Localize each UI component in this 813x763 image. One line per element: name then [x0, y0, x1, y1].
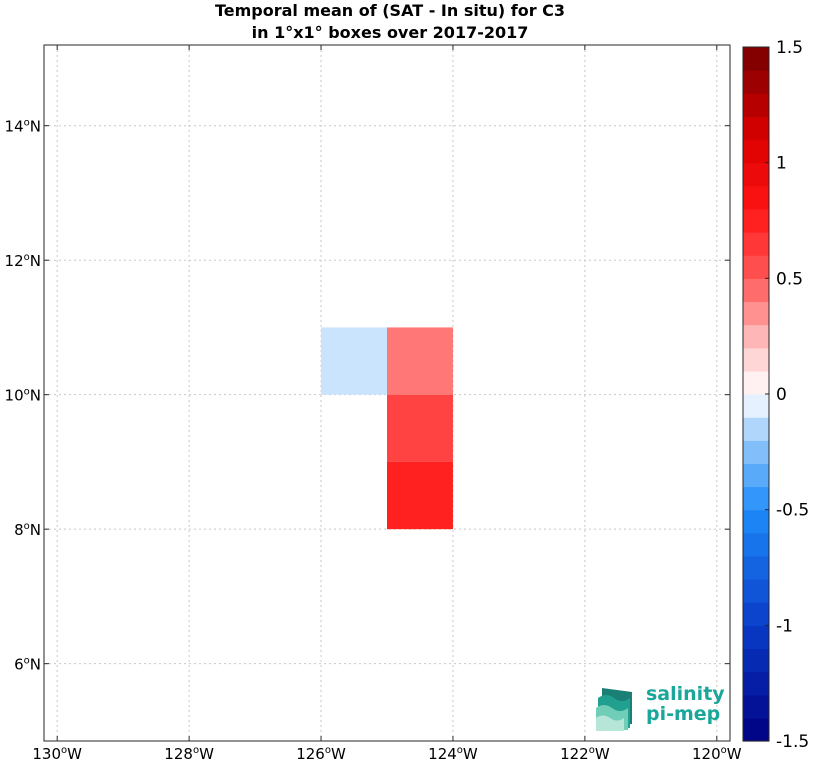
- x-tick-label: 122oW: [560, 745, 610, 763]
- wave-logo-icon: [596, 688, 632, 731]
- colorbar-segment: [743, 579, 769, 603]
- data-cells: [321, 327, 453, 530]
- y-tick-label: 8oN: [14, 521, 41, 539]
- colorbar-label: -1: [776, 616, 793, 636]
- colorbar-segment: [743, 671, 769, 696]
- salinity-pi-mep-logo: salinity pi-mep: [594, 682, 734, 732]
- colorbar-segment: [743, 694, 769, 719]
- logo-text-pi-mep: pi-mep: [646, 703, 721, 725]
- colorbar-segment: [743, 255, 769, 279]
- colorbar-label: 1.5: [776, 38, 803, 58]
- chart-title-line1: Temporal mean of (SAT - In situ) for C3: [214, 1, 566, 20]
- y-tick-label: 10oN: [5, 387, 41, 405]
- colorbar-labels: 1.5 1 0.5 0 -0.5 -1 -1.5: [765, 38, 809, 752]
- colorbar-label: -1.5: [776, 732, 809, 752]
- chart-title: Temporal mean of (SAT - In situ) for C3 …: [0, 0, 780, 44]
- colorbar-segment: [743, 278, 769, 303]
- colorbar-segment: [743, 417, 769, 441]
- logo-text-salinity: salinity: [646, 683, 725, 705]
- colorbar-segment: [743, 162, 769, 187]
- colorbar-segment: [743, 509, 769, 534]
- colorbar-segment: [743, 717, 769, 742]
- colorbar-segment: [743, 301, 769, 326]
- chart-title-line2: in 1°x1° boxes over 2017-2017: [251, 23, 529, 42]
- colorbar-segment: [743, 347, 769, 372]
- y-tick-label: 12oN: [5, 252, 41, 270]
- colorbar-label: 0.5: [776, 269, 803, 289]
- colorbar-segment: [743, 47, 769, 71]
- data-cell: [387, 461, 453, 530]
- data-cell: [321, 327, 387, 395]
- y-tick-label: 6oN: [14, 656, 41, 674]
- colorbar-segment: [743, 70, 769, 94]
- colorbar-segment: [743, 116, 769, 141]
- colorbar-segment: [743, 486, 769, 511]
- grid-lines: [44, 45, 730, 741]
- x-tick-label: 126oW: [296, 745, 346, 763]
- colorbar-segment: [743, 532, 769, 557]
- y-tick-label: 14oN: [5, 118, 41, 136]
- colorbar-segment: [743, 208, 769, 233]
- colorbar-segment: [743, 463, 769, 488]
- data-cell: [387, 394, 453, 462]
- colorbar-segment: [743, 370, 769, 395]
- colorbar-segment: [743, 648, 769, 673]
- colorbar-label: -0.5: [776, 501, 809, 521]
- x-tick-label: 124oW: [428, 745, 478, 763]
- axis-ticks: [44, 45, 730, 741]
- y-tick-labels: 6oN 8oN 10oN 12oN 14oN: [5, 118, 41, 674]
- colorbar-label: 0: [776, 385, 787, 405]
- colorbar-segment: [743, 185, 769, 210]
- colorbar-label: 1: [776, 154, 787, 174]
- colorbar-segment: [743, 625, 769, 650]
- x-tick-label: 128oW: [164, 745, 214, 763]
- x-tick-label: 120oW: [692, 745, 742, 763]
- x-tick-labels: 130oW 128oW 126oW 124oW 122oW 120oW: [32, 745, 741, 763]
- colorbar-segment: [743, 602, 769, 626]
- colorbar-segment: [743, 232, 769, 256]
- colorbar-segment: [743, 324, 769, 349]
- colorbar-segment: [743, 440, 769, 464]
- colorbar-segment: [743, 394, 769, 418]
- colorbar-segment: [743, 555, 769, 580]
- colorbar-segment: [743, 93, 769, 117]
- colorbar-segment: [743, 139, 769, 164]
- x-tick-label: 130oW: [32, 745, 82, 763]
- colorbar: [742, 46, 770, 742]
- data-cell: [387, 327, 453, 395]
